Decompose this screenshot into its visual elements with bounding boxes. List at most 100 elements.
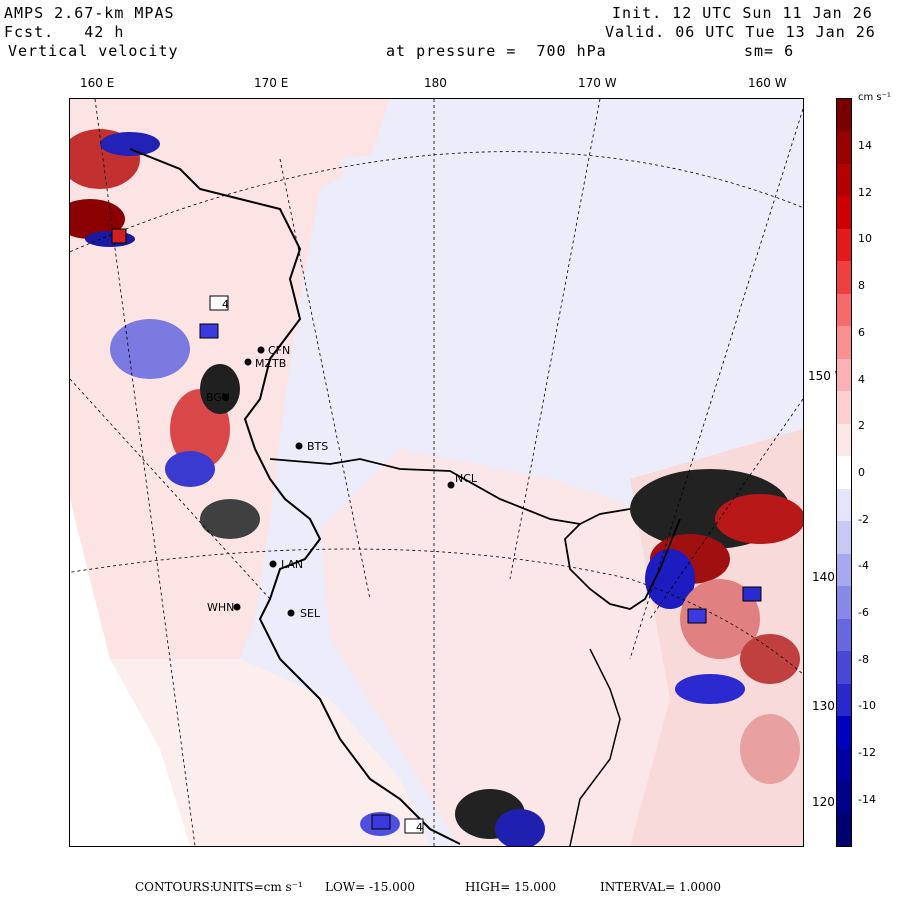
valid-time: Valid. 06 UTC Tue 13 Jan 26 xyxy=(605,23,876,41)
marker-box-5 xyxy=(742,586,762,602)
meridian-160w xyxy=(629,108,803,660)
station-markers xyxy=(221,346,455,617)
init-time: Init. 12 UTC Sun 11 Jan 26 xyxy=(612,4,873,22)
marker-box-3 xyxy=(111,228,127,244)
station-mztb-label: MZTB xyxy=(255,357,286,370)
station-cfn-label: CFN xyxy=(268,344,290,357)
latitude-circle-2 xyxy=(70,548,803,675)
colorbar-tick-label: -12 xyxy=(858,746,876,760)
station-bts-dot xyxy=(295,442,303,450)
station-lan-label: LAN xyxy=(281,558,303,571)
colorbar-swatch xyxy=(837,456,851,490)
strong-signal-northwest xyxy=(70,129,260,539)
colorbar-swatch xyxy=(837,521,851,555)
model-title: AMPS 2.67-km MPAS xyxy=(4,4,175,22)
forecast-label: Fcst. 42 h xyxy=(4,23,124,41)
colorbar-swatch xyxy=(837,586,851,620)
positive-region-central xyxy=(320,449,690,846)
lon-label-180: 180 xyxy=(424,76,447,90)
colorbar-swatch xyxy=(837,813,851,847)
marker-box-4 xyxy=(687,608,707,624)
footer-contours: CONTOURS: xyxy=(135,880,214,894)
colorbar-units: cm s⁻¹ xyxy=(858,92,891,103)
colorbar-swatch xyxy=(837,748,851,782)
colorbar-swatch xyxy=(837,99,851,132)
coastline-southeast xyxy=(569,648,621,846)
strong-signal-south xyxy=(360,789,545,846)
marker-box-7 xyxy=(404,818,424,834)
station-bgu-dot xyxy=(221,393,229,401)
field-name: Vertical velocity xyxy=(8,42,179,60)
station-lan-dot xyxy=(269,560,277,568)
lon-label-160e: 160 E xyxy=(80,76,115,90)
station-bts-label: BTS xyxy=(307,440,328,453)
station-ncl-label: NCL xyxy=(455,472,478,485)
marker-box-2 xyxy=(199,323,219,339)
forecast-hours: 42 h xyxy=(84,23,125,41)
station-cfn-dot xyxy=(257,346,265,354)
pressure-text: at pressure = xyxy=(386,42,517,60)
map-canvas: CFN MZTB BGU BTS NCL LAN WHN SEL 4 4 xyxy=(70,99,803,846)
colorbar-swatch xyxy=(837,391,851,425)
colorbar-tick-label: 0 xyxy=(858,465,865,479)
colorbar-tick-label: 6 xyxy=(858,325,865,339)
meridian-150e xyxy=(70,378,271,600)
graticule xyxy=(70,99,803,846)
footer-units: UNITS=cm s⁻¹ xyxy=(212,880,303,894)
colorbar-tick-label: 4 xyxy=(858,372,865,386)
coastline-west xyxy=(129,148,461,845)
colorbar xyxy=(836,98,852,847)
lon-label-170w: 170 W xyxy=(578,76,617,90)
colorbar-tick-label: 8 xyxy=(858,279,865,293)
coastline-east xyxy=(564,518,681,610)
colorbar-tick-label: -10 xyxy=(858,699,876,713)
colorbar-swatch xyxy=(837,488,851,522)
colorbar-tick-label: 2 xyxy=(858,419,865,433)
pressure-value: 700 hPa xyxy=(536,42,607,60)
colorbar-swatch xyxy=(837,131,851,165)
low-region-southwest xyxy=(70,499,190,846)
colorbar-tick-label: 10 xyxy=(858,232,872,246)
pressure-level: at pressure = 700 hPa xyxy=(386,42,607,60)
station-sel-label: SEL xyxy=(300,607,321,620)
footer-high: HIGH= 15.000 xyxy=(465,880,557,894)
ice-shelf-front xyxy=(269,458,631,525)
marker-box-7-label: 4 xyxy=(416,821,423,834)
colorbar-swatch xyxy=(837,781,851,814)
footer-interval: INTERVAL= 1.0000 xyxy=(600,880,721,894)
station-whn-label: WHN xyxy=(207,601,234,614)
station-whn-dot xyxy=(233,603,241,611)
marker-box-1-label: 4 xyxy=(222,298,229,311)
colorbar-tick-label: -2 xyxy=(858,512,869,526)
station-sel-dot xyxy=(287,609,295,617)
colorbar-swatch xyxy=(837,553,851,587)
colorbar-tick-label: 12 xyxy=(858,185,872,199)
footer-low: LOW= -15.000 xyxy=(325,880,416,894)
colorbar-swatch xyxy=(837,618,851,652)
station-bgu-label: BGU xyxy=(206,391,230,404)
colorbar-swatch xyxy=(837,423,851,457)
marker-box-1 xyxy=(209,295,229,311)
colorbar-tick-label: -4 xyxy=(858,559,869,573)
colorbar-swatch xyxy=(837,261,851,295)
lon-label-160w: 160 W xyxy=(748,76,787,90)
colorbar-swatch xyxy=(837,196,851,230)
colorbar-swatch xyxy=(837,228,851,262)
marker-box-6 xyxy=(371,814,391,830)
colorbar-swatch xyxy=(837,326,851,360)
colorbar-swatch xyxy=(837,716,851,750)
meridian-170e xyxy=(279,158,371,600)
colorbar-tick-label: 14 xyxy=(858,139,872,152)
station-mztb-dot xyxy=(244,358,252,366)
smoothing: sm= 6 xyxy=(744,42,795,60)
colorbar-swatch xyxy=(837,651,851,685)
colorbar-tick-label: -6 xyxy=(858,606,869,619)
colorbar-tick-label: -14 xyxy=(858,792,876,806)
lon-label-170e: 170 E xyxy=(254,76,289,90)
map-panel: CFN MZTB BGU BTS NCL LAN WHN SEL 4 4 xyxy=(69,98,804,847)
strong-signal-east xyxy=(630,469,803,784)
forecast-prefix: Fcst. xyxy=(4,23,55,41)
colorbar-swatch xyxy=(837,683,851,717)
colorbar-swatch xyxy=(837,293,851,327)
colorbar-swatch xyxy=(837,163,851,197)
